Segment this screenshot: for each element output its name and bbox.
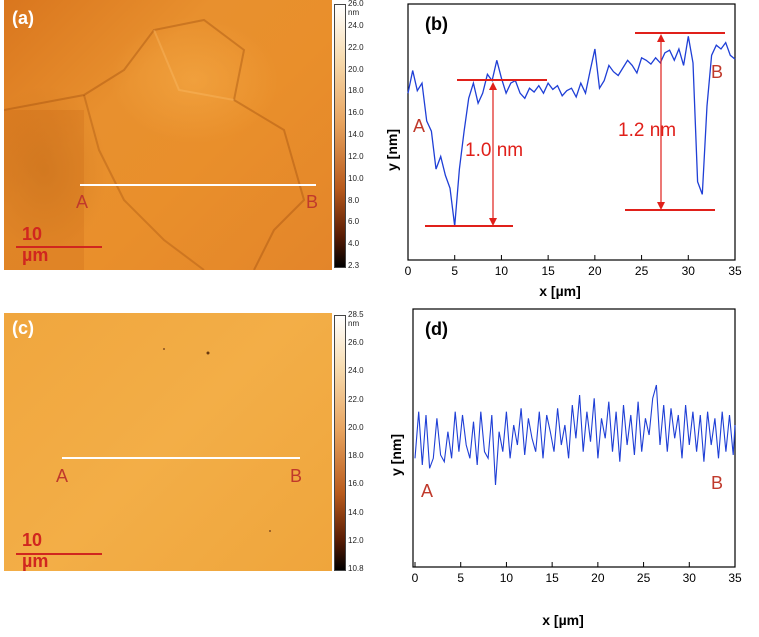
x-axis-label-b: x [µm] [539,283,581,299]
height-annotation-2: 1.2 nm [618,120,676,141]
colorbar-tick-label: 22.0 [348,42,364,52]
colorbar-tick-label: 8.0 [348,195,360,205]
chart-b: (b) x [µm] y [nm] 0 5 10 15 20 25 30 35 1.0 nm … [385,3,742,299]
point-a-label: A [413,116,425,136]
colorbar-tick-label: 22.0 [348,394,364,404]
x-tick-label: 20 [588,264,602,278]
scale-bar-a [16,246,102,248]
scale-bar-label-a: 10 µm [22,224,49,265]
x-tick-label: 30 [682,264,696,278]
point-a-label: A [56,466,69,486]
height-annotation-1: 1.0 nm [465,140,523,161]
annotations-b [425,32,725,227]
surface-defects-c [163,348,271,532]
colorbar-tick-label: 10.0 [348,173,364,183]
x-tick-label: 10 [500,571,514,585]
colorbar-tick-label: 24.0 [348,20,364,30]
x-tick-label: 0 [412,571,419,585]
y-axis-label-b: y [nm] [385,129,400,171]
colorbar-tick-label: 26.0 [348,338,364,348]
x-axis-label-d: x [µm] [542,612,584,628]
point-a-label: A [76,192,89,212]
colorbar-tick-label: 12.0 [348,151,364,161]
panel-tag-d: (d) [425,319,448,339]
x-tick-label: 15 [545,571,559,585]
x-tick-label: 30 [683,571,697,585]
colorbar-tick-label: 18.0 [348,451,364,461]
x-tick-label: 5 [451,264,458,278]
y-axis-label-d: y [nm] [388,434,404,476]
grain-boundaries-a [4,18,306,270]
colorbar-tick-label: 2.3 [348,261,360,270]
colorbar-tick-label: 10.8 [348,564,364,573]
colorbar-tick-label: 16.0 [348,479,364,489]
colorbar-tick-label: 24.0 [348,366,364,376]
line-cut-a [80,184,316,186]
scale-bar-c [16,553,102,555]
colorbar-tick-label: 4.0 [348,239,360,249]
x-tick-label: 5 [457,571,464,585]
colorbar-tick-label: 20.0 [348,422,364,432]
chart-d: (d) x [µm] y [nm] 0 5 10 15 20 25 30 35 A B [388,308,742,628]
panel-tag-b: (b) [425,14,448,34]
point-b-label: B [711,62,723,82]
x-tick-label: 0 [405,264,412,278]
point-b-label: B [711,473,723,493]
colorbar-c [334,315,346,571]
x-tick-label: 15 [541,264,555,278]
x-tick-label: 20 [591,571,605,585]
plot-frame-d [412,308,736,568]
profile-line-b [407,36,736,227]
colorbar-tick-label: 16.0 [348,108,364,118]
panel-tag-a: (a) [12,8,34,28]
profile-line-d [414,384,736,486]
colorbar-tick-label: 6.0 [348,217,360,227]
afm-image-c [4,313,332,571]
point-b-label: B [306,192,319,212]
point-b-label: B [290,466,303,486]
colorbar-tick-label: 14.0 [348,507,364,517]
colorbar-a [334,4,346,268]
colorbar-tick-label: 12.0 [348,535,364,545]
x-ticks-b: 0 5 10 15 20 25 30 35 [405,255,742,278]
line-cut-c [62,457,300,459]
x-tick-label: 25 [635,264,649,278]
panel-tag-c: (c) [12,318,34,338]
plot-frame-b [407,3,736,261]
colorbar-tick-label: 28.5 nm [348,310,364,328]
x-tick-label: 10 [495,264,509,278]
scale-bar-label-c: 10 µm [22,530,49,571]
afm-image-a [4,0,332,270]
x-tick-label: 25 [637,571,651,585]
colorbar-tick-label: 20.0 [348,64,364,74]
x-tick-label: 35 [728,264,742,278]
colorbar-tick-label: 26.0 nm [348,0,364,17]
colorbar-tick-label: 14.0 [348,130,364,139]
x-tick-label: 35 [728,571,742,585]
colorbar-tick-label: 18.0 [348,86,364,96]
point-a-label: A [421,481,433,501]
x-ticks-d: 0 5 10 15 20 25 30 35 [412,562,742,585]
